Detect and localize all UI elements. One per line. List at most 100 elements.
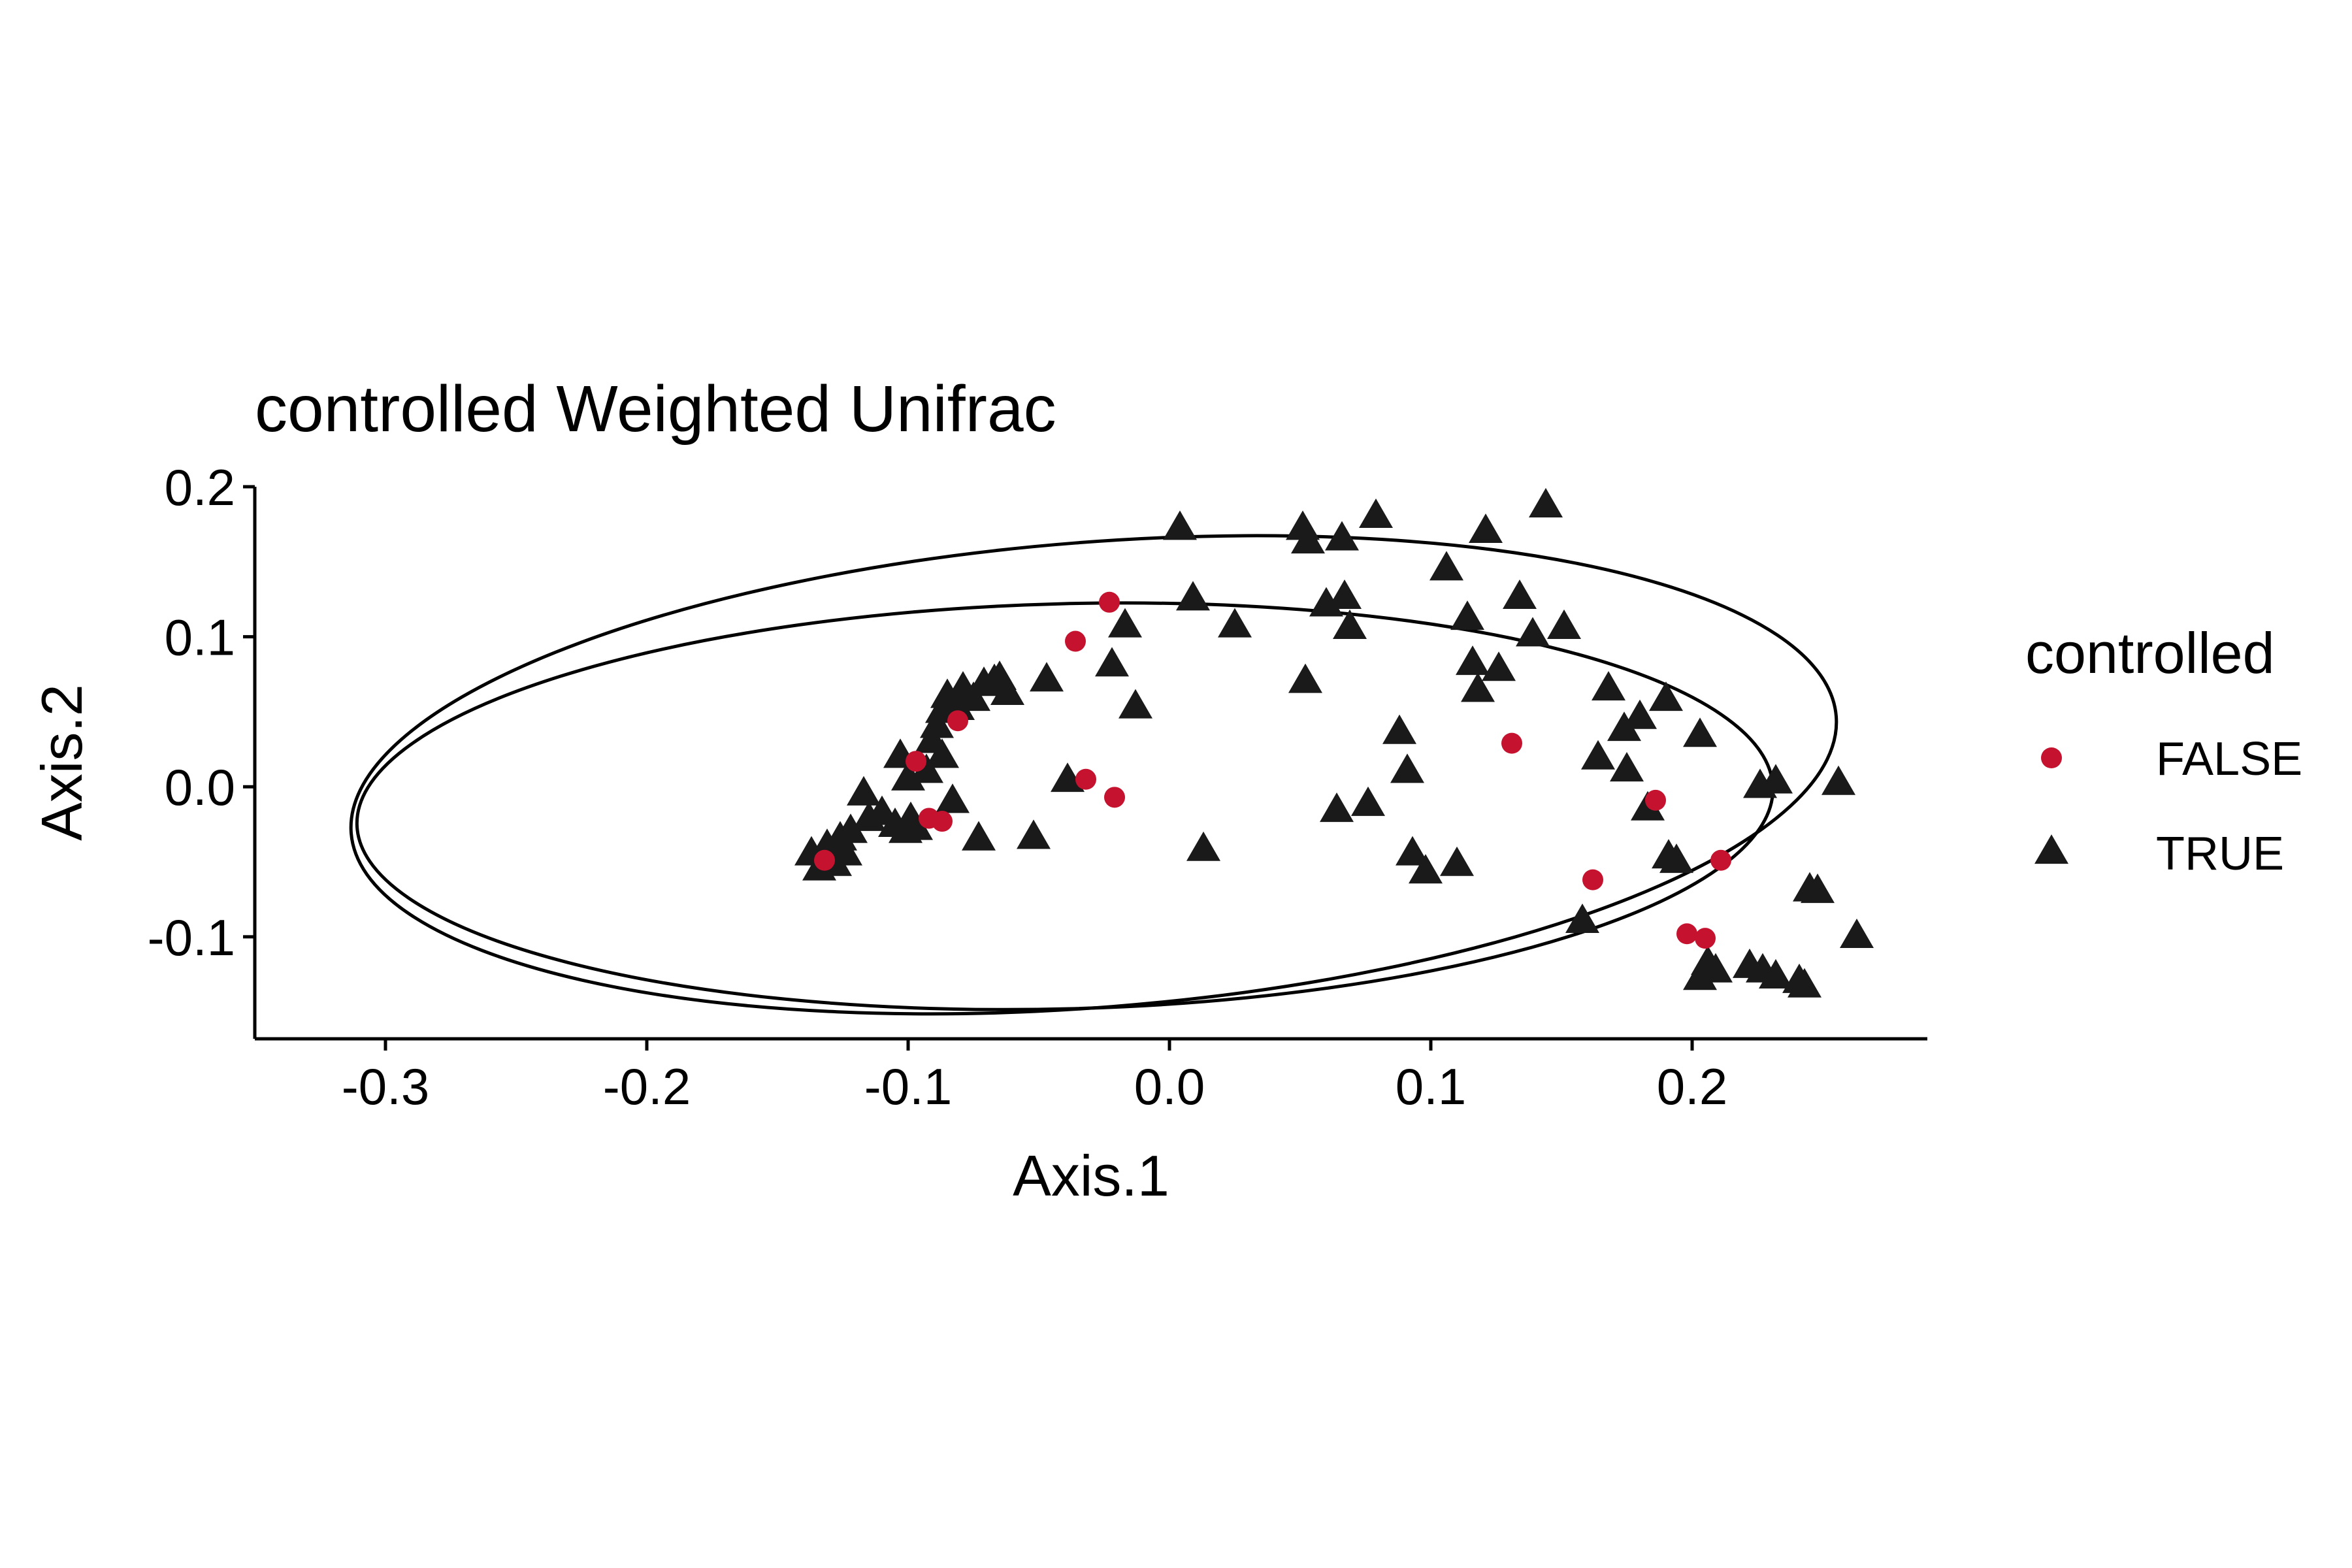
x-axis-ticks: -0.3 -0.2 -0.1 0.0 0.1 0.2	[342, 1039, 1727, 1115]
point-true	[1840, 918, 1874, 948]
point-true	[1382, 714, 1416, 744]
point-true	[1409, 854, 1443, 884]
point-true	[1565, 903, 1599, 934]
point-true	[834, 813, 868, 843]
data-points	[794, 487, 1874, 998]
point-true	[1759, 764, 1793, 794]
point-true	[925, 738, 959, 768]
point-true	[1581, 740, 1615, 770]
point-true	[1119, 689, 1152, 719]
point-true	[1759, 958, 1793, 988]
point-true	[1461, 672, 1495, 702]
x-axis-title: Axis.1	[1013, 1143, 1169, 1208]
legend-label-false: FALSE	[2156, 733, 2302, 785]
point-true	[1699, 953, 1733, 983]
point-true	[920, 708, 954, 738]
point-false	[1099, 591, 1120, 613]
legend: controlled FALSE TRUE	[2025, 621, 2302, 880]
y-tick-label: 0.0	[165, 759, 235, 816]
point-false	[1676, 923, 1697, 945]
point-true	[1359, 498, 1393, 529]
point-true	[1683, 717, 1717, 747]
point-true	[1450, 600, 1484, 630]
point-false	[1501, 732, 1522, 754]
y-axis-title: Axis.2	[29, 684, 94, 841]
point-false	[932, 811, 953, 832]
y-tick-label: -0.1	[148, 909, 235, 966]
point-true	[1291, 524, 1325, 554]
y-tick-label: 0.2	[165, 459, 235, 516]
point-false	[1695, 928, 1716, 949]
point-true	[1503, 579, 1537, 610]
point-true	[1288, 663, 1322, 693]
point-true	[1649, 681, 1683, 711]
point-false	[814, 849, 835, 871]
point-true	[1328, 579, 1362, 610]
y-tick-label: 0.1	[165, 609, 235, 666]
ellipse-true	[349, 534, 1838, 1016]
point-false	[1075, 768, 1096, 790]
ellipse-false	[355, 601, 1775, 1011]
legend-key-true	[2034, 834, 2068, 864]
point-true	[1469, 513, 1503, 543]
point-true	[1516, 617, 1550, 647]
point-true	[1351, 786, 1385, 816]
point-true	[1390, 753, 1424, 783]
point-true	[1163, 510, 1197, 540]
point-true	[941, 690, 975, 720]
point-true	[847, 776, 881, 806]
point-true	[1683, 960, 1717, 990]
y-axis-ticks: -0.1 0.0 0.1 0.2	[148, 459, 255, 966]
point-true	[1440, 846, 1474, 876]
x-tick-label: -0.3	[342, 1058, 429, 1115]
point-false	[1710, 849, 1731, 871]
legend-label-true: TRUE	[2156, 828, 2284, 880]
point-true	[1325, 521, 1359, 551]
point-true	[1623, 699, 1657, 729]
point-true	[1607, 711, 1641, 742]
point-true	[1095, 647, 1129, 677]
point-true	[1320, 792, 1354, 823]
x-tick-label: 0.1	[1396, 1058, 1466, 1115]
point-true	[909, 753, 943, 783]
x-tick-label: -0.1	[864, 1058, 952, 1115]
point-true	[828, 836, 862, 866]
legend-key-false	[2041, 747, 2062, 768]
legend-entries: FALSE TRUE	[2034, 733, 2302, 880]
point-true	[962, 821, 996, 851]
point-false	[947, 710, 968, 732]
point-false	[1645, 789, 1666, 811]
x-tick-label: -0.2	[603, 1058, 691, 1115]
legend-title: controlled	[2025, 621, 2275, 685]
point-true	[1610, 752, 1644, 782]
point-true	[1801, 874, 1835, 904]
x-tick-label: 0.2	[1657, 1058, 1727, 1115]
point-true	[1218, 608, 1252, 638]
point-true	[1396, 836, 1429, 866]
point-true	[1051, 762, 1085, 792]
point-true	[1108, 608, 1142, 638]
point-true	[1429, 551, 1463, 581]
point-true	[1482, 651, 1516, 681]
point-true	[899, 810, 933, 840]
point-true	[1017, 819, 1051, 849]
chart-title: controlled Weighted Unifrac	[255, 372, 1056, 446]
point-true	[1547, 609, 1581, 639]
point-true	[1333, 609, 1367, 639]
point-true	[936, 783, 970, 813]
point-true	[1788, 968, 1821, 998]
point-false	[906, 751, 926, 772]
point-true	[1659, 843, 1693, 874]
point-true	[1529, 487, 1563, 517]
point-false	[1104, 787, 1125, 808]
point-true	[1176, 581, 1210, 611]
point-true	[956, 681, 990, 711]
point-true	[1456, 645, 1490, 676]
x-tick-label: 0.0	[1134, 1058, 1205, 1115]
point-false	[1065, 630, 1086, 652]
point-false	[1582, 869, 1603, 890]
point-true	[891, 760, 925, 791]
point-true	[1821, 765, 1855, 795]
plot-area	[349, 487, 1874, 1016]
